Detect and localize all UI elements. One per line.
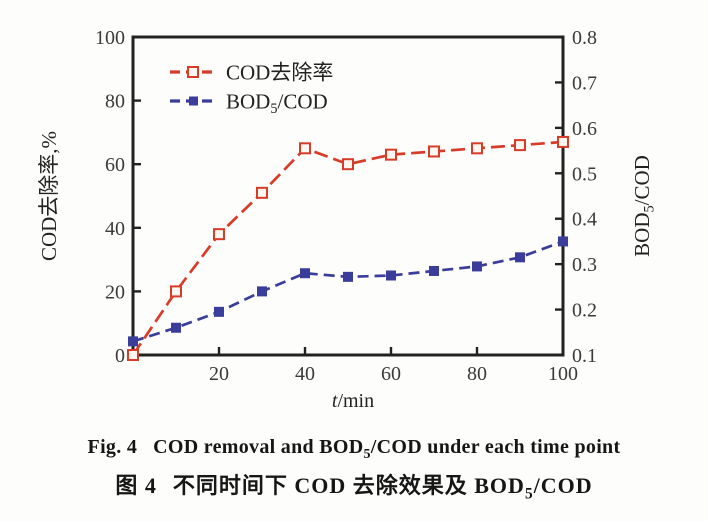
right-tick-label: 0.2 (572, 300, 597, 322)
data-point-marker (300, 268, 310, 279)
x-tick-label: 100 (548, 363, 578, 385)
data-point-marker (213, 228, 225, 241)
x-axis-title: t/min (332, 390, 374, 412)
data-point-marker (386, 270, 396, 281)
right-axis-title: BOD5/COD (630, 155, 658, 257)
series-cod-removal (127, 135, 569, 361)
figure-number-zh: 图 4 (115, 473, 157, 498)
x-axis: 20 40 60 80 100 t/min (209, 347, 578, 412)
data-point-marker (429, 265, 439, 276)
caption-subscript-en: 5 (363, 447, 371, 462)
left-axis-title: COD去除率,% (37, 131, 61, 261)
legend-label-cod-removal: COD去除率 (226, 61, 333, 85)
data-point-marker (256, 186, 268, 199)
chart-canvas: 20 40 60 80 100t/min020406080100COD去除率,%0.10… (37, 27, 658, 412)
right-tick-label: 0.1 (572, 345, 597, 367)
legend-marker-open-square-icon (187, 66, 199, 78)
left-tick-label: 100 (95, 27, 125, 49)
data-point-marker (171, 322, 181, 333)
left-axis: 0 20 40 60 80 100 COD去除率,% (37, 27, 141, 367)
left-tick-label: 0 (115, 345, 125, 367)
caption-text-zh-tail: /COD (533, 473, 593, 498)
left-tick-label: 80 (105, 91, 125, 113)
right-tick-label: 0.6 (572, 118, 597, 140)
right-tick-label: 0.3 (572, 254, 597, 276)
figure-number-en: Fig. 4 (87, 436, 138, 458)
data-point-marker (214, 306, 224, 317)
data-point-marker (515, 252, 525, 263)
plot-frame (131, 35, 565, 357)
data-point-marker (428, 145, 440, 158)
left-tick-label: 40 (105, 218, 125, 240)
x-tick-label: 20 (209, 363, 229, 385)
data-point-marker (342, 158, 354, 171)
data-point-marker (558, 236, 568, 247)
right-tick-label: 0.7 (572, 72, 597, 94)
right-tick-label: 0.5 (572, 163, 597, 185)
data-point-marker (343, 271, 353, 282)
figure-caption-english: Fig. 4 COD removal and BOD5/COD under eac… (0, 436, 708, 463)
right-tick-label: 0.4 (572, 209, 597, 231)
x-tick-label: 60 (381, 363, 401, 385)
left-tick-label: 20 (105, 281, 125, 303)
right-axis: 0.1 0.2 0.3 0.4 0.5 0.6 0.7 0.8 BOD5/COD (555, 27, 658, 367)
data-point-marker (557, 135, 569, 148)
caption-text-en-tail: /COD under each time point (370, 436, 621, 458)
data-point-marker (472, 261, 482, 272)
legend-marker-filled-square-icon (189, 96, 198, 106)
chart-legend: COD去除率 BOD5/COD (170, 61, 333, 118)
data-point-marker (299, 142, 311, 155)
data-point-marker (257, 286, 267, 297)
data-point-marker (471, 142, 483, 155)
data-point-marker (128, 336, 138, 347)
figure-caption-chinese: 图 4 不同时间下 COD 去除效果及 BOD5/COD (0, 468, 708, 503)
data-point-marker (514, 139, 526, 152)
x-tick-label: 40 (295, 363, 315, 385)
x-tick-label: 80 (467, 363, 487, 385)
legend-label-bod5-cod: BOD5/COD (226, 90, 328, 118)
caption-text-zh: 不同时间下 COD 去除效果及 BOD (172, 473, 525, 498)
left-tick-label: 60 (105, 154, 125, 176)
data-point-marker (170, 285, 182, 298)
series-bod5-cod (128, 236, 568, 347)
data-point-marker (127, 349, 139, 361)
data-point-marker (385, 148, 397, 161)
right-tick-label: 0.8 (572, 27, 597, 49)
caption-text-en: COD removal and BOD (153, 436, 364, 458)
caption-subscript-zh: 5 (524, 485, 534, 503)
